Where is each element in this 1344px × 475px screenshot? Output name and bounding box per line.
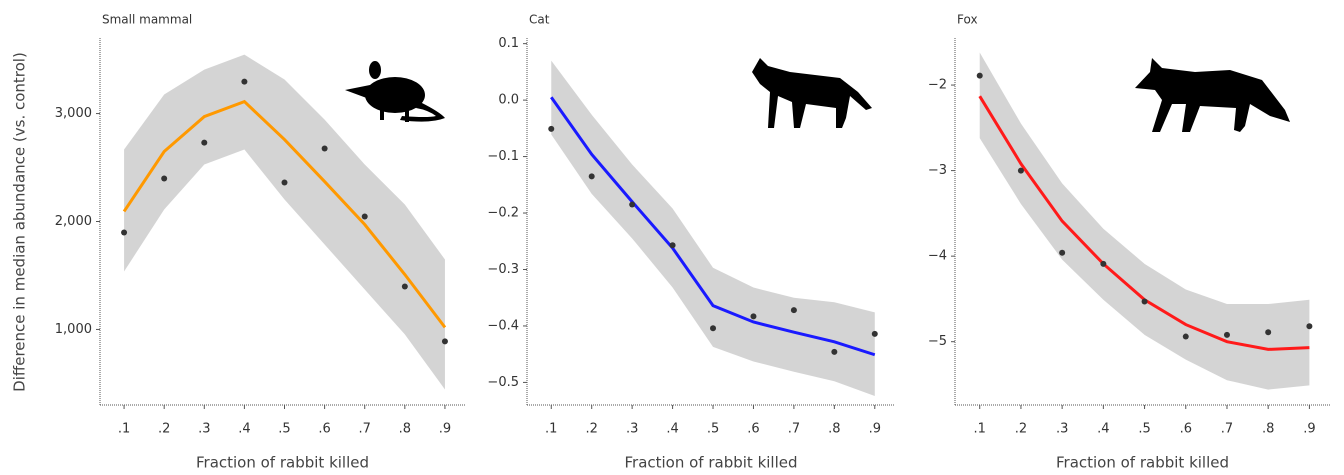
y-tick-label: 2,000 [55, 214, 92, 229]
panel-title: Fox [957, 13, 978, 27]
x-tick-label: .9 [869, 422, 881, 437]
data-point [831, 348, 838, 355]
data-point [669, 242, 676, 249]
x-tick-label: .2 [586, 422, 598, 437]
data-point [201, 139, 208, 146]
y-tick-label: −4 [928, 249, 947, 264]
data-point [1182, 333, 1189, 340]
data-point [121, 229, 128, 236]
x-tick-label: .9 [1303, 422, 1315, 437]
confidence-band [551, 60, 875, 396]
x-tick-label: .6 [1180, 422, 1192, 437]
x-tick-label: .4 [238, 422, 250, 437]
x-tick-label: .8 [399, 422, 411, 437]
y-tick-label: −5 [928, 334, 947, 349]
x-tick-label: .4 [666, 422, 678, 437]
data-point [1017, 167, 1024, 174]
x-tick-label: .8 [828, 422, 840, 437]
data-point [1100, 260, 1107, 267]
confidence-band [124, 54, 445, 390]
y-tick-label: −0.2 [487, 206, 519, 221]
x-axis-label: Fraction of rabbit killed [1056, 454, 1229, 472]
data-point [871, 330, 878, 337]
data-point [441, 338, 448, 345]
data-point [1306, 323, 1313, 330]
data-point [629, 201, 636, 208]
data-point [321, 145, 328, 152]
y-tick-label: −0.5 [487, 375, 519, 390]
x-tick-label: .1 [974, 422, 986, 437]
x-tick-label: .1 [545, 422, 557, 437]
x-axis-label: Fraction of rabbit killed [196, 454, 369, 472]
x-tick-label: .1 [118, 422, 130, 437]
y-tick-label: 0.1 [498, 36, 519, 51]
data-point [361, 213, 368, 220]
data-point [548, 125, 555, 132]
data-point [710, 325, 717, 332]
data-point [1059, 249, 1066, 256]
mouse-icon [345, 61, 445, 122]
data-point [281, 179, 288, 186]
data-point [1141, 298, 1148, 305]
x-tick-label: .5 [707, 422, 719, 437]
y-tick-label: −0.1 [487, 149, 519, 164]
y-tick-label: −2 [928, 78, 947, 93]
y-tick-label: 0.0 [498, 93, 519, 108]
x-tick-label: .5 [278, 422, 290, 437]
x-tick-label: .3 [626, 422, 638, 437]
data-point [750, 313, 757, 320]
data-point [976, 72, 983, 79]
fit-line [122, 99, 447, 329]
y-tick-label: 1,000 [55, 322, 92, 337]
data-point [161, 175, 168, 182]
x-tick-label: .9 [439, 422, 451, 437]
data-point [401, 283, 408, 290]
y-tick-label: 3,000 [55, 106, 92, 121]
data-point [588, 173, 595, 180]
x-tick-label: .7 [359, 422, 371, 437]
x-tick-label: .2 [1015, 422, 1027, 437]
x-tick-label: .5 [1138, 422, 1150, 437]
x-axis-label: Fraction of rabbit killed [624, 454, 797, 472]
x-tick-label: .6 [318, 422, 330, 437]
x-tick-label: .4 [1097, 422, 1109, 437]
x-tick-label: .2 [158, 422, 170, 437]
x-tick-label: .3 [1056, 422, 1068, 437]
data-point [790, 307, 797, 314]
confidence-band [979, 52, 1310, 390]
y-tick-label: −0.4 [487, 318, 519, 333]
fit-line [550, 96, 876, 357]
data-point [1265, 329, 1272, 336]
x-tick-label: .7 [788, 422, 800, 437]
panel-title: Cat [529, 13, 550, 27]
data-point [241, 78, 248, 85]
y-axis-label: Difference in median abundance (vs. cont… [11, 52, 29, 392]
cat-icon [752, 58, 872, 128]
data-point [1223, 331, 1230, 338]
fox-icon [1135, 58, 1290, 132]
x-tick-label: .3 [198, 422, 210, 437]
x-tick-label: .6 [747, 422, 759, 437]
x-tick-label: .7 [1221, 422, 1233, 437]
y-tick-label: −3 [928, 163, 947, 178]
x-tick-label: .8 [1262, 422, 1274, 437]
y-tick-label: −0.3 [487, 262, 519, 277]
panel-title: Small mammal [102, 13, 192, 27]
